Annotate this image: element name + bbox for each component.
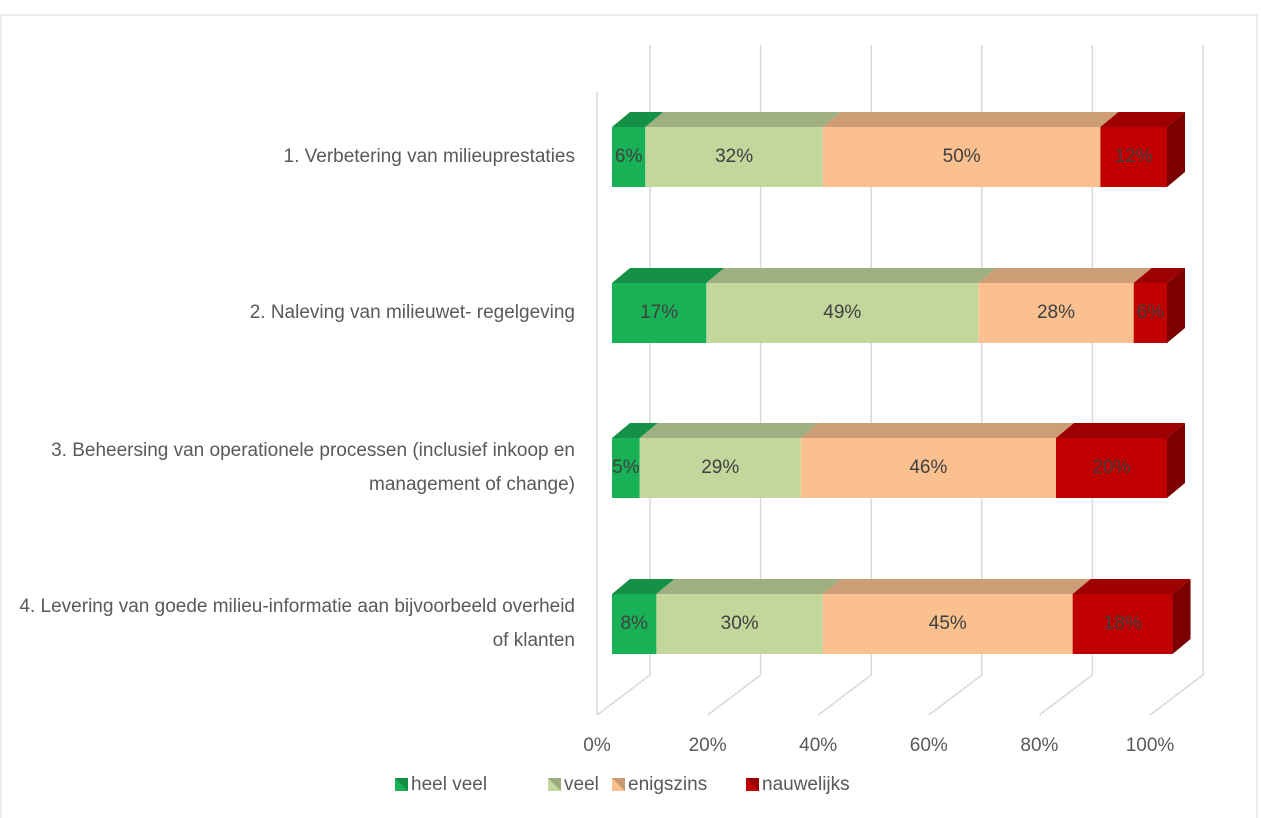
bar-side: [1167, 268, 1185, 343]
bar-front: [706, 283, 979, 343]
category-label: 3. Beheersing van operationele processen…: [10, 434, 575, 502]
category-text: 1. Verbetering van milieuprestaties: [283, 146, 576, 167]
value-label: 17%: [640, 302, 678, 323]
bar-front: [1072, 594, 1173, 654]
bar-top: [1133, 268, 1185, 283]
value-label: 8%: [620, 613, 648, 634]
bar-top: [1100, 112, 1185, 127]
bar-front: [822, 127, 1101, 187]
bar-segment: [612, 268, 725, 343]
bar-front: [978, 283, 1134, 343]
grid-line: [817, 45, 872, 716]
category-label: 2. Naleving van milieuwet- regelgeving: [10, 296, 575, 330]
grid-line: [596, 45, 651, 716]
value-label: 18%: [1104, 613, 1142, 634]
bar-segment: [1056, 423, 1185, 498]
bar-side: [1172, 579, 1191, 654]
value-label: 30%: [721, 613, 759, 634]
bar-segment: [706, 268, 997, 343]
category-text: 2. Naleving van milieuwet- regelgeving: [249, 302, 575, 323]
bar-side: [1167, 423, 1185, 498]
grid-line: [707, 45, 762, 716]
grid-line: [1149, 45, 1204, 716]
category-label: 4. Levering van goede milieu-informatie …: [10, 590, 575, 658]
bar-top: [822, 579, 1091, 594]
x-tick-label: 100%: [1126, 735, 1175, 756]
bar-top: [612, 579, 675, 594]
value-label: 50%: [943, 146, 981, 167]
x-tick-label: 80%: [1020, 735, 1058, 756]
bar-segment: [656, 579, 841, 654]
bar-front: [656, 594, 823, 654]
category-text: 4. Levering van goede milieu-informatie …: [19, 596, 575, 651]
bar-top: [612, 423, 658, 438]
chart-border: [0, 14, 1258, 818]
legend-label: enigszins: [628, 774, 707, 795]
value-label: 28%: [1037, 302, 1075, 323]
bar-top: [822, 112, 1119, 127]
bar-top: [645, 112, 841, 127]
bar-front: [612, 594, 657, 654]
legend-label: heel veel: [411, 774, 487, 795]
bar-segment: [1100, 112, 1185, 187]
value-label: 12%: [1115, 146, 1153, 167]
bar-front: [1056, 438, 1167, 498]
legend-swatch-shade: [395, 778, 408, 791]
bar-front: [1133, 283, 1167, 343]
x-tick-label: 20%: [689, 735, 727, 756]
bar-segment: [822, 579, 1091, 654]
value-label: 32%: [715, 146, 753, 167]
bar-front: [800, 438, 1056, 498]
value-label: 5%: [612, 457, 640, 478]
bar-front: [639, 438, 801, 498]
bar-front: [822, 594, 1073, 654]
bar-top: [1056, 423, 1185, 438]
bar-segment: [639, 423, 819, 498]
value-label: 46%: [909, 457, 947, 478]
bar-segment: [822, 112, 1119, 187]
bar-segment: [1133, 268, 1185, 343]
bar-top: [978, 268, 1152, 283]
legend-label: veel: [564, 774, 599, 795]
legend-swatch-shade: [746, 778, 759, 791]
legend-label: nauwelijks: [762, 774, 850, 795]
bar-side: [1167, 112, 1185, 187]
bar-segment: [612, 423, 658, 498]
category-label: 1. Verbetering van milieuprestaties: [10, 140, 576, 174]
bar-top: [800, 423, 1074, 438]
x-tick-label: 40%: [799, 735, 837, 756]
bar-top: [656, 579, 841, 594]
bar-top: [706, 268, 997, 283]
legend-swatch-shade: [548, 778, 561, 791]
bar-segment: [978, 268, 1152, 343]
value-label: 6%: [1137, 302, 1165, 323]
legend-swatch-shade: [612, 778, 625, 791]
bar-front: [612, 438, 640, 498]
value-label: 49%: [823, 302, 861, 323]
bar-front: [612, 283, 707, 343]
x-tick-label: 0%: [583, 735, 611, 756]
value-label: 6%: [615, 146, 643, 167]
value-label: 45%: [929, 613, 967, 634]
bar-top: [1072, 579, 1191, 594]
value-label: 29%: [701, 457, 739, 478]
bar-segment: [612, 579, 675, 654]
bar-top: [612, 268, 725, 283]
bar-segment: [1072, 579, 1191, 654]
bar-front: [645, 127, 823, 187]
category-text: 3. Beheersing van operationele processen…: [51, 440, 575, 495]
bar-segment: [612, 112, 664, 187]
bar-front: [1100, 127, 1167, 187]
bar-top: [612, 112, 664, 127]
bar-segment: [800, 423, 1074, 498]
grid-line: [1038, 45, 1094, 716]
grid-line: [928, 45, 983, 716]
bar-front: [612, 127, 646, 187]
bar-top: [639, 423, 819, 438]
x-tick-label: 60%: [910, 735, 948, 756]
bar-segment: [645, 112, 841, 187]
value-label: 20%: [1092, 457, 1130, 478]
